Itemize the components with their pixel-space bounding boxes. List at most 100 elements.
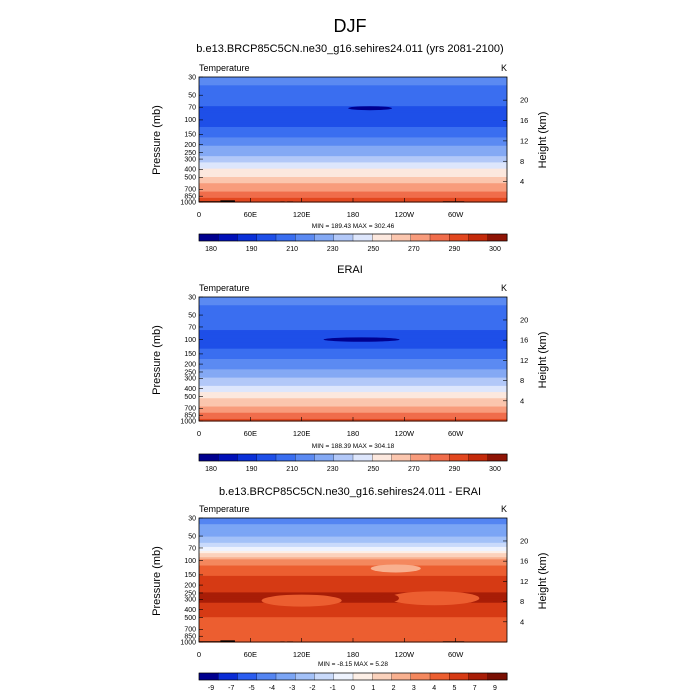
height-tick-label: 12: [520, 136, 528, 145]
colorbar-label: -3: [289, 685, 295, 692]
contour-band: [199, 179, 507, 182]
contour-band: [199, 97, 507, 101]
contour-band: [199, 373, 507, 377]
contour-band: [199, 361, 507, 364]
pressure-tick-label: 250: [184, 150, 196, 157]
contour-band: [199, 363, 507, 366]
contour-band: [199, 383, 507, 387]
colorbar-swatch: [468, 233, 489, 242]
contour-band: [199, 396, 507, 399]
contour-band: [199, 116, 507, 120]
contour-band: [199, 377, 507, 381]
contour-band: [199, 120, 507, 124]
colorbar-label: 300: [489, 466, 501, 473]
contour-band: [199, 350, 507, 354]
longitude-tick-label: 60E: [244, 210, 257, 219]
contour-band: [199, 559, 507, 562]
contour-band: [199, 354, 507, 358]
colorbar-frame: [198, 233, 508, 242]
contour-band: [199, 594, 507, 598]
contour-band: [199, 412, 507, 416]
contour-band: [199, 625, 507, 629]
contour-band: [199, 549, 507, 552]
colorbar-swatch: [352, 672, 373, 681]
colorbar-swatch: [295, 672, 316, 681]
colorbar-swatch: [449, 672, 470, 681]
pressure-tick-label: 700: [184, 627, 196, 634]
colorbar-swatch: [352, 233, 373, 242]
contour-band: [199, 325, 507, 329]
contour-band: [199, 297, 507, 300]
units-label: K: [501, 504, 507, 514]
warm-anomaly-contour: [378, 594, 399, 603]
contour-band: [199, 323, 507, 327]
longitude-tick-label: 120E: [293, 210, 311, 219]
colorbar-label: 3: [412, 685, 416, 692]
colorbar-label: 250: [367, 246, 379, 253]
contour-band: [199, 555, 507, 558]
contour-band: [199, 394, 507, 397]
height-tick-label: 16: [520, 336, 528, 345]
pressure-tick-label: 1000: [180, 199, 196, 206]
pressure-tick-label: 200: [184, 142, 196, 149]
contour-band: [199, 538, 507, 542]
colorbar-label: 300: [489, 246, 501, 253]
contour-band: [199, 174, 507, 178]
colorbar-label: -5: [248, 685, 254, 692]
pressure-tick-label: 100: [184, 337, 196, 344]
contour-band: [199, 154, 507, 157]
pressure-tick-label: 400: [184, 167, 196, 174]
panel-title: b.e13.BRCP85C5CN.ne30_g16.sehires24.011 …: [196, 43, 503, 55]
contour-band: [199, 385, 507, 389]
contour-band: [199, 577, 507, 581]
height-axis: 20 16 12 8 4: [503, 536, 528, 626]
longitude-tick-label: 60E: [244, 429, 257, 438]
contour-band: [199, 615, 507, 618]
colorbar-swatch: [256, 672, 277, 681]
pressure-axis-label: Pressure (mb): [151, 325, 163, 395]
height-tick-label: 8: [520, 597, 524, 606]
topography: [220, 200, 235, 202]
contour-band: [199, 557, 507, 560]
contour-band: [199, 604, 507, 608]
colorbar-swatch: [487, 672, 508, 681]
contour-band: [199, 346, 507, 350]
contour-band: [199, 565, 507, 569]
colorbar-swatch: [295, 453, 316, 462]
longitude-tick-label: 0: [197, 429, 201, 438]
contour-band: [199, 301, 507, 304]
contour-band: [199, 544, 507, 548]
longitude-tick-label: 0: [197, 650, 201, 659]
contour-band: [199, 606, 507, 610]
contour-band: [199, 133, 507, 136]
pressure-tick-label: 300: [184, 597, 196, 604]
contour-band: [199, 81, 507, 84]
colorbar-swatch: [487, 453, 508, 462]
colorbar-swatch: [372, 672, 393, 681]
colorbar-label: 190: [246, 246, 258, 253]
pressure-axis-label: Pressure (mb): [151, 546, 163, 616]
contour-band: [199, 95, 507, 99]
contour-band: [199, 141, 507, 145]
contour-band: [199, 392, 507, 395]
colorbar-label: 180: [205, 246, 217, 253]
contour-band: [199, 172, 507, 176]
pressure-tick-label: 500: [184, 394, 196, 401]
pressure-tick-label: 200: [184, 361, 196, 368]
colorbar: 180 190 210 230 250 270 290 300: [198, 233, 508, 253]
variable-label: Temperature: [199, 283, 250, 293]
colorbar-swatch: [429, 233, 450, 242]
contour-band: [199, 311, 507, 315]
colorbar-swatch: [372, 453, 393, 462]
colorbar-label: 270: [408, 466, 420, 473]
height-tick-label: 16: [520, 116, 528, 125]
contour-band: [199, 524, 507, 527]
pressure-tick-label: 70: [188, 105, 196, 112]
contour-band: [199, 149, 507, 153]
colorbar-swatch: [198, 453, 219, 462]
contour-band: [199, 367, 507, 370]
pressure-tick-label: 70: [188, 545, 196, 552]
